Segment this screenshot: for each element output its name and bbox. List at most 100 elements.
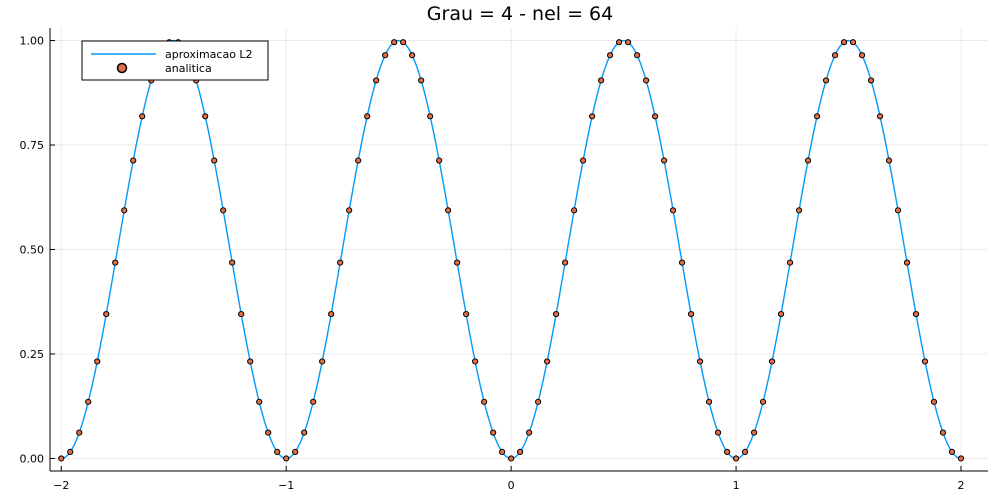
y-tick-label: 0.75 <box>20 139 45 152</box>
data-point-analitica <box>121 207 128 214</box>
data-point-analitica <box>750 429 758 436</box>
data-point-analitica <box>454 259 461 266</box>
data-point-analitica <box>337 259 344 266</box>
data-point-analitica <box>436 157 443 164</box>
data-point-analitica <box>948 448 956 455</box>
grid <box>50 28 988 471</box>
data-point-analitica <box>795 207 803 214</box>
data-point-analitica <box>777 310 785 318</box>
data-point-analitica <box>867 77 875 84</box>
data-point-analitica <box>130 157 137 164</box>
data-point-analitica <box>364 113 371 120</box>
data-point-analitica <box>822 77 830 84</box>
data-point-analitica <box>580 157 587 164</box>
x-tick-label: −2 <box>53 479 69 492</box>
data-point-analitica <box>858 52 866 59</box>
legend-marker-swatch <box>116 62 128 74</box>
data-point-analitica <box>678 259 686 266</box>
data-point-analitica <box>238 310 245 318</box>
data-point-analitica <box>283 455 290 462</box>
data-point-analitica <box>391 39 398 46</box>
data-point-analitica <box>723 448 731 455</box>
data-point-analitica <box>301 429 308 436</box>
data-point-analitica <box>921 358 929 365</box>
axes <box>49 28 988 472</box>
data-point-analitica <box>373 77 380 84</box>
legend-label-line: aproximacao L2 <box>165 48 253 61</box>
data-point-analitica <box>705 398 713 405</box>
data-point-analitica <box>957 455 965 462</box>
data-point-analitica <box>912 310 920 318</box>
data-point-analitica <box>589 113 596 120</box>
data-point-analitica <box>211 157 218 164</box>
tick-labels: −2 −1 0 1 2 0.00 0.25 0.50 0.75 1.00 <box>20 35 965 492</box>
data-point-analitica <box>112 259 119 266</box>
data-point-analitica <box>562 259 569 266</box>
data-point-analitica <box>58 455 65 462</box>
data-point-analitica <box>292 448 299 455</box>
data-point-analitica <box>687 310 695 318</box>
y-tick-label: 0.00 <box>20 452 45 465</box>
data-point-analitica <box>885 157 893 164</box>
data-point-analitica <box>840 39 848 46</box>
data-point-analitica <box>139 113 146 120</box>
data-point-analitica <box>633 52 641 59</box>
data-point-analitica <box>355 157 362 164</box>
legend: aproximacao L2 analitica <box>81 40 269 81</box>
data-point-analitica <box>427 113 434 120</box>
data-point-analitica <box>651 113 659 120</box>
data-point-analitica <box>463 310 470 318</box>
data-point-analitica <box>94 358 101 365</box>
data-point-analitica <box>247 358 254 365</box>
data-point-analitica <box>625 39 632 46</box>
data-point-analitica <box>508 455 515 462</box>
data-point-analitica <box>759 398 767 405</box>
data-point-analitica <box>732 455 740 462</box>
series-scatter-group <box>58 39 965 462</box>
data-point-analitica <box>310 398 317 405</box>
legend-box <box>81 40 269 81</box>
data-point-analitica <box>894 207 902 214</box>
x-tick-label: 2 <box>958 479 965 492</box>
data-point-analitica <box>571 207 578 214</box>
data-point-analitica <box>472 358 479 365</box>
data-point-analitica <box>813 113 821 120</box>
data-point-analitica <box>274 448 281 455</box>
data-point-analitica <box>85 398 92 405</box>
data-point-analitica <box>265 429 272 436</box>
data-point-analitica <box>544 358 551 365</box>
data-point-analitica <box>939 429 947 436</box>
data-point-analitica <box>445 207 452 214</box>
data-point-analitica <box>103 310 110 318</box>
data-point-analitica <box>714 429 722 436</box>
data-point-analitica <box>876 113 884 120</box>
data-point-analitica <box>490 429 497 436</box>
data-point-analitica <box>400 39 407 46</box>
data-point-analitica <box>517 448 524 455</box>
data-point-analitica <box>418 77 425 84</box>
data-point-analitica <box>696 358 704 365</box>
data-point-analitica <box>202 113 209 120</box>
data-point-analitica <box>768 358 776 365</box>
data-point-analitica <box>642 77 650 84</box>
data-point-analitica <box>319 358 326 365</box>
data-point-analitica <box>229 259 236 266</box>
data-point-analitica <box>382 52 389 59</box>
data-point-analitica <box>741 448 749 455</box>
data-point-analitica <box>660 157 668 164</box>
data-point-analitica <box>930 398 938 405</box>
y-tick-label: 0.25 <box>20 348 45 361</box>
data-point-analitica <box>669 207 677 214</box>
x-tick-label: 0 <box>508 479 515 492</box>
y-tick-label: 0.50 <box>20 244 45 257</box>
data-point-analitica <box>76 429 83 436</box>
data-point-analitica <box>616 39 623 46</box>
data-point-analitica <box>409 52 416 59</box>
data-point-analitica <box>535 398 542 405</box>
x-tick-label: −1 <box>278 479 294 492</box>
data-point-analitica <box>598 77 605 84</box>
data-point-analitica <box>481 398 488 405</box>
data-point-analitica <box>346 207 353 214</box>
chart-title: Grau = 4 - nel = 64 <box>427 3 613 25</box>
